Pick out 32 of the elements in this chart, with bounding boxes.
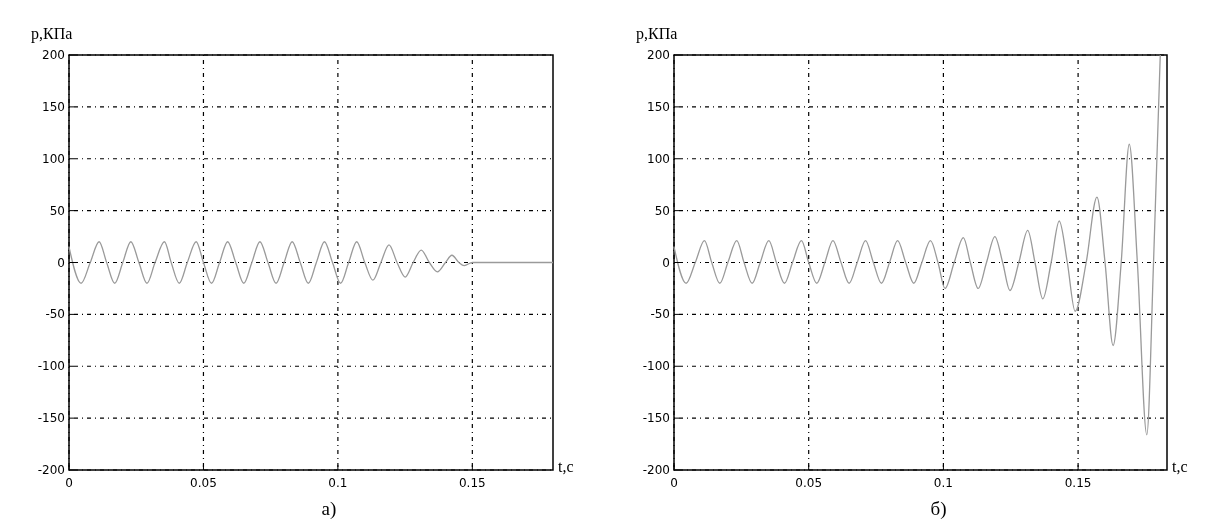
x-tick-label: 0.1 xyxy=(933,476,953,490)
text: б) xyxy=(930,498,947,520)
x-tick-label: 0.05 xyxy=(795,476,823,490)
y-tick-label: 50 xyxy=(49,203,65,218)
y-tick-label: -200 xyxy=(642,463,670,477)
y-tick-label: -100 xyxy=(642,359,670,374)
x-tick-label: 0.15 xyxy=(458,476,486,490)
y-tick-label: -50 xyxy=(650,307,670,322)
y-tick-label: -100 xyxy=(37,359,65,374)
y-tick-label: 200 xyxy=(647,48,670,62)
y-tick-label: 0 xyxy=(662,255,670,270)
text: а) xyxy=(321,498,337,520)
y-tick-label: 100 xyxy=(42,151,65,166)
line-series xyxy=(68,241,554,284)
y-axis-title: p,КПа xyxy=(636,25,678,43)
y-tick-label: 200 xyxy=(42,48,65,62)
y-tick-label: -50 xyxy=(45,307,65,322)
y-tick-label: 100 xyxy=(647,151,670,166)
y-tick-label: 150 xyxy=(647,99,670,114)
line-series xyxy=(673,54,1161,436)
y-tick-label: -150 xyxy=(37,411,65,426)
x-axis-title: t,с xyxy=(1172,458,1188,475)
y-tick-label: 150 xyxy=(42,99,65,114)
x-tick-label: 0.15 xyxy=(1064,476,1092,490)
y-axis-title: p,КПа xyxy=(31,25,73,43)
x-tick-label: 0.05 xyxy=(190,476,217,490)
y-tick-label: -200 xyxy=(37,463,65,477)
x-axis-title: t,с xyxy=(558,458,574,475)
y-tick-label: 50 xyxy=(654,203,670,218)
x-tick-label: 0.1 xyxy=(328,476,348,490)
y-tick-label: -150 xyxy=(642,411,670,426)
y-tick-label: 0 xyxy=(57,255,65,270)
